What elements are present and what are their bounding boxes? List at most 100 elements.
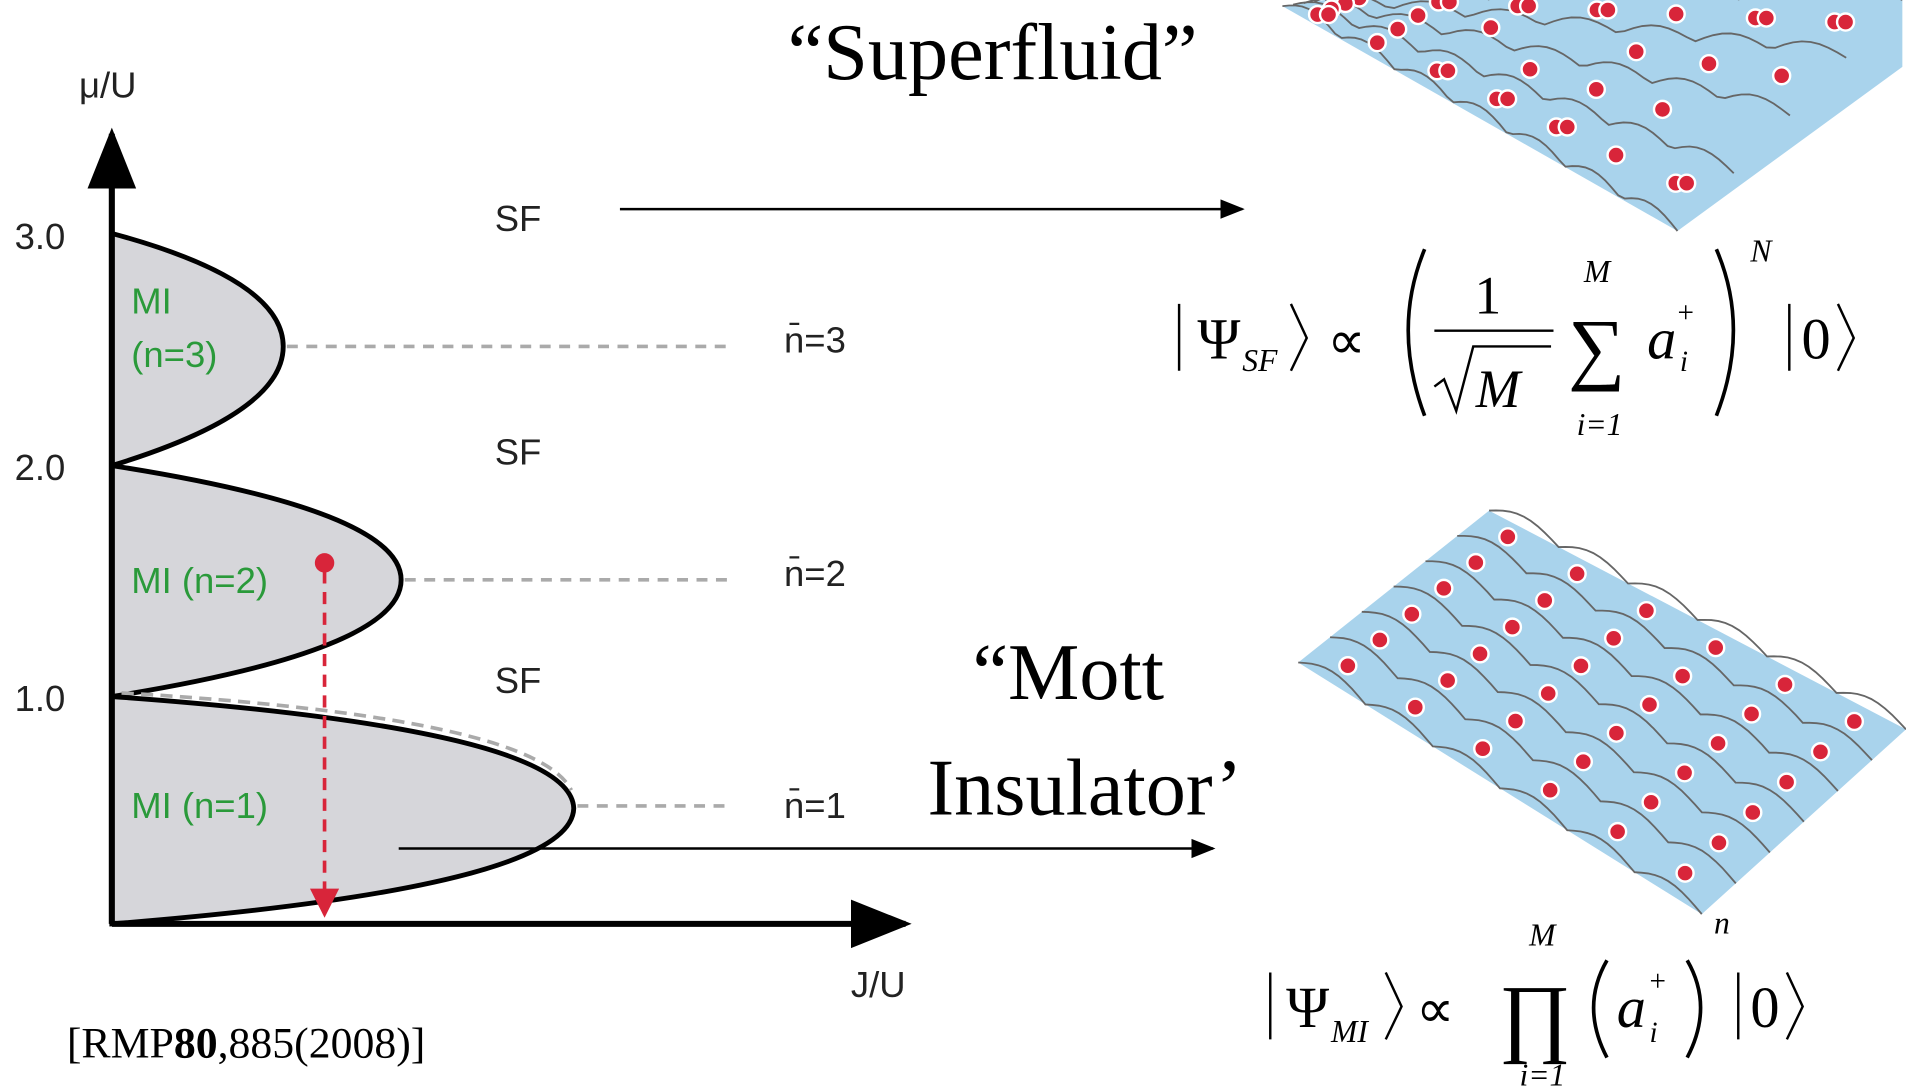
y-label: μ/U	[79, 64, 136, 105]
lattice-detail	[1710, 834, 1727, 851]
eq-part: i=1	[1519, 1058, 1565, 1088]
eq-part: Ψ	[1286, 975, 1329, 1040]
slide: μ/U J/U 3.0 2.0 1.0 SF SF SF MI (n=3) MI…	[0, 0, 1906, 1088]
lattice-detail	[1743, 705, 1760, 722]
eq-part: +	[1677, 297, 1693, 329]
eq-part: 0	[1801, 307, 1830, 372]
superfluid-lattice	[1282, 0, 1902, 231]
lattice-detail	[1339, 657, 1356, 674]
eq-part: 0	[1750, 975, 1779, 1040]
y-tick: 2.0	[15, 447, 66, 488]
lattice-detail	[1441, 0, 1458, 10]
sf-label: SF	[495, 431, 542, 472]
lattice-detail	[1482, 19, 1499, 36]
citation-part: 80	[174, 1020, 218, 1068]
lattice-detail	[1575, 753, 1592, 770]
lattice-detail	[1778, 774, 1795, 791]
lattice-detail	[1676, 764, 1693, 781]
state-point	[315, 553, 334, 572]
lattice-detail	[1320, 6, 1337, 23]
lattice-detail	[1641, 696, 1658, 713]
lattice-detail	[1410, 7, 1427, 24]
eq-part: M	[1528, 918, 1557, 953]
eq-part: SF	[1242, 343, 1278, 378]
eq-part: M	[1583, 254, 1612, 289]
lattice-detail	[1605, 630, 1622, 647]
eq-part: ∏	[1499, 967, 1571, 1064]
lattice-detail	[1654, 101, 1671, 118]
lattice-detail	[1499, 528, 1516, 545]
lattice-detail	[1439, 672, 1456, 689]
lattice-detail	[1499, 90, 1516, 107]
lattice-detail	[1608, 147, 1625, 164]
density-label: n̄=3	[784, 320, 846, 361]
lattice-detail	[1559, 118, 1576, 135]
lattice-detail	[1678, 175, 1695, 192]
lattice-detail	[1758, 10, 1775, 27]
lattice-detail	[1638, 602, 1655, 619]
lattice-detail	[1507, 713, 1524, 730]
lattice-detail	[1707, 639, 1724, 656]
lattice-detail	[1588, 81, 1605, 98]
eq-part: 1	[1474, 266, 1501, 326]
lattice-detail	[1540, 685, 1557, 702]
eq-part: i	[1680, 346, 1688, 378]
lattice-detail	[1407, 699, 1424, 716]
eq-part: n	[1714, 906, 1730, 941]
lattice-detail	[1777, 676, 1794, 693]
mi-equation: Ψ MI ∝ ∏ M i=1 a i + n 0	[1270, 906, 1802, 1088]
lattice-detail	[1710, 735, 1727, 752]
lattice-detail	[1569, 565, 1586, 582]
mi-label: MI (n=2)	[131, 560, 268, 601]
lattice-detail	[1472, 645, 1489, 662]
lattice-detail	[1608, 725, 1625, 742]
citation-part: [RMP	[67, 1020, 174, 1068]
eq-part: a	[1647, 307, 1676, 372]
lattice-detail	[1846, 713, 1863, 730]
lattice-detail	[1773, 67, 1790, 84]
lattice-detail	[1474, 740, 1491, 757]
y-tick: 3.0	[15, 216, 66, 257]
lattice-detail	[1744, 804, 1761, 821]
density-label: n̄=1	[784, 785, 846, 826]
title: Insulator’	[927, 744, 1242, 832]
eq-part: ∝	[1327, 311, 1365, 371]
mi-label: (n=3)	[131, 334, 217, 375]
lattice-detail	[1439, 62, 1456, 79]
eq-part: Ψ	[1197, 307, 1240, 372]
lattice-detail	[1371, 631, 1388, 648]
lattice-detail	[1609, 823, 1626, 840]
eq-part: ∝	[1416, 979, 1454, 1039]
eq-part: N	[1749, 233, 1773, 268]
eq-part: M	[1475, 359, 1523, 419]
citation-part: ,885(2008)]	[218, 1020, 426, 1068]
lattice-detail	[1837, 14, 1854, 31]
density-label: n̄=2	[784, 553, 846, 594]
lattice-detail	[1520, 0, 1537, 14]
mi-label: MI (n=1)	[131, 785, 268, 826]
lattice-detail	[1812, 743, 1829, 760]
eq-part: MI	[1330, 1014, 1369, 1049]
lattice-detail	[1674, 668, 1691, 685]
lattice-detail	[1668, 5, 1685, 22]
y-tick: 1.0	[15, 678, 66, 719]
lattice-detail	[1599, 1, 1616, 18]
lattice-detail	[1542, 782, 1559, 799]
sf-label: SF	[495, 660, 542, 701]
lattice-detail	[1572, 657, 1589, 674]
lattice-detail	[1677, 865, 1694, 882]
lattice-detail	[1369, 34, 1386, 51]
phase-diagram: μ/U J/U 3.0 2.0 1.0 SF SF SF MI (n=3) MI…	[15, 64, 906, 1005]
lattice-detail	[1628, 43, 1645, 60]
title: “Mott	[972, 629, 1164, 717]
lattice-detail	[1700, 55, 1717, 72]
sf-label: SF	[495, 198, 542, 239]
lattice-detail	[1504, 619, 1521, 636]
eq-part: a	[1617, 975, 1646, 1040]
lattice-detail	[1536, 592, 1553, 609]
mi-label: MI	[131, 281, 171, 322]
x-label: J/U	[851, 964, 906, 1005]
eq-part: ∑	[1568, 304, 1625, 392]
mott-lattice	[1298, 510, 1906, 914]
citation: [RMP80,885(2008)]	[67, 1020, 426, 1068]
